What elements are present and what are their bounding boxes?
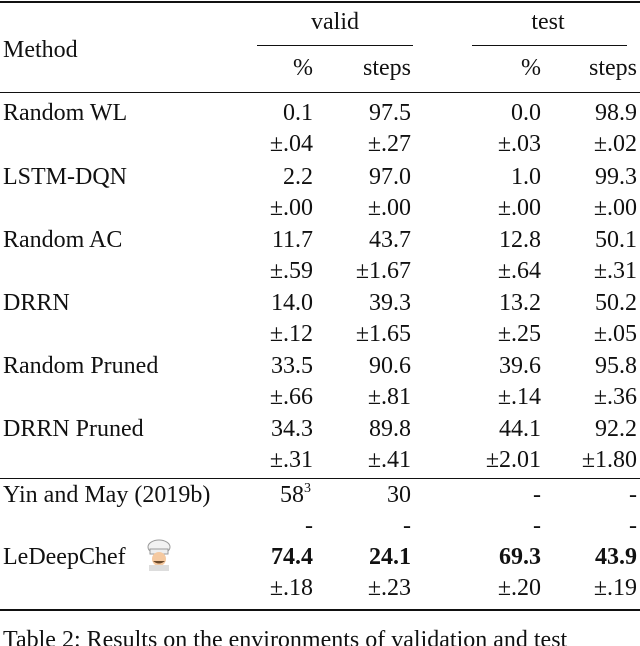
cell-value: 14.0 <box>271 290 313 316</box>
cell-error: ±.23 <box>367 575 411 601</box>
method-name: Random Pruned <box>3 353 159 379</box>
cell-error: ±1.67 <box>355 258 411 284</box>
cell-error: ±.00 <box>593 195 637 221</box>
cell-error: ±.66 <box>269 384 313 410</box>
cell-value: 97.5 <box>369 100 411 126</box>
cell-error: - <box>629 513 637 539</box>
sub-header: steps <box>589 55 637 81</box>
top-rule <box>0 1 640 3</box>
cell-error: ±2.01 <box>485 447 541 473</box>
test-rule <box>472 45 627 46</box>
cell-value: 1.0 <box>511 164 541 190</box>
cell-value: 11.7 <box>271 227 313 253</box>
cell-value: 74.4 <box>271 544 313 570</box>
cell-error: ±.27 <box>367 131 411 157</box>
cell-error: ±.14 <box>497 384 541 410</box>
cell-value: 12.8 <box>499 227 541 253</box>
cell-error: ±.04 <box>269 131 313 157</box>
cell-error: ±.36 <box>593 384 637 410</box>
cell-value: 90.6 <box>369 353 411 379</box>
bottom-rule <box>0 609 640 611</box>
method-name: LSTM-DQN <box>3 164 127 190</box>
cell-error: - <box>403 513 411 539</box>
cell-value: - <box>533 482 541 508</box>
cell-error: ±.00 <box>497 195 541 221</box>
sub-header: % <box>521 55 541 81</box>
cell-value: 50.2 <box>595 290 637 316</box>
cell-error: ±.59 <box>269 258 313 284</box>
cell-value: - <box>629 482 637 508</box>
cell-value: 39.3 <box>369 290 411 316</box>
method-header: Method <box>3 37 78 63</box>
footnote: 3 <box>304 481 311 496</box>
cell-value: 44.1 <box>499 416 541 442</box>
cell-value: 50.1 <box>595 227 637 253</box>
cell-value: 13.2 <box>499 290 541 316</box>
group-header: test <box>531 9 565 35</box>
cell-error: ±.31 <box>269 447 313 473</box>
cell-error: ±.19 <box>593 575 637 601</box>
caption: Table 2: Results on the environments of … <box>3 627 568 646</box>
cell-value: 97.0 <box>369 164 411 190</box>
method-name: Random AC <box>3 227 123 253</box>
cell-value: 98.9 <box>595 100 637 126</box>
cell-value: 30 <box>387 482 411 508</box>
cell-value: 0.1 <box>283 100 313 126</box>
cell-error: ±.41 <box>367 447 411 473</box>
sub-header: steps <box>363 55 411 81</box>
cell-error: ±.81 <box>367 384 411 410</box>
cell-error: ±.64 <box>497 258 541 284</box>
cell-value: 43.9 <box>595 544 637 570</box>
method-name: LeDeepChef <box>3 544 126 570</box>
cell-error: ±.00 <box>367 195 411 221</box>
cell-error: ±.31 <box>593 258 637 284</box>
method-name: DRRN <box>3 290 70 316</box>
method-name: Yin and May (2019b) <box>3 482 211 508</box>
cell-error: ±.20 <box>497 575 541 601</box>
method-name: DRRN Pruned <box>3 416 144 442</box>
chef-icon <box>147 539 171 571</box>
cell-error: - <box>533 513 541 539</box>
cell-value: 0.0 <box>511 100 541 126</box>
cell-error: ±.02 <box>593 131 637 157</box>
cell-value: 92.2 <box>595 416 637 442</box>
header-rule <box>0 92 640 93</box>
cell-error: ±.18 <box>269 575 313 601</box>
cell-value: 95.8 <box>595 353 637 379</box>
cell-value: 24.1 <box>369 544 411 570</box>
group-header: valid <box>311 9 359 35</box>
mid-rule <box>0 478 640 479</box>
cell-value: 39.6 <box>499 353 541 379</box>
cell-value: 34.3 <box>271 416 313 442</box>
cell-value: 99.3 <box>595 164 637 190</box>
cell-error: ±.03 <box>497 131 541 157</box>
cell-error: - <box>305 513 313 539</box>
method-name: Random WL <box>3 100 128 126</box>
valid-rule <box>257 45 413 46</box>
cell-error: ±.05 <box>593 321 637 347</box>
cell-value: 43.7 <box>369 227 411 253</box>
sub-header: % <box>293 55 313 81</box>
cell-value: 69.3 <box>499 544 541 570</box>
cell-error: ±.25 <box>497 321 541 347</box>
cell-error: ±1.80 <box>581 447 637 473</box>
cell-error: ±.12 <box>269 321 313 347</box>
cell-error: ±1.65 <box>355 321 411 347</box>
cell-value: 58 3 <box>280 481 311 509</box>
cell-value: 89.8 <box>369 416 411 442</box>
cell-error: ±.00 <box>269 195 313 221</box>
cell-value: 33.5 <box>271 353 313 379</box>
cell-value: 2.2 <box>283 164 313 190</box>
